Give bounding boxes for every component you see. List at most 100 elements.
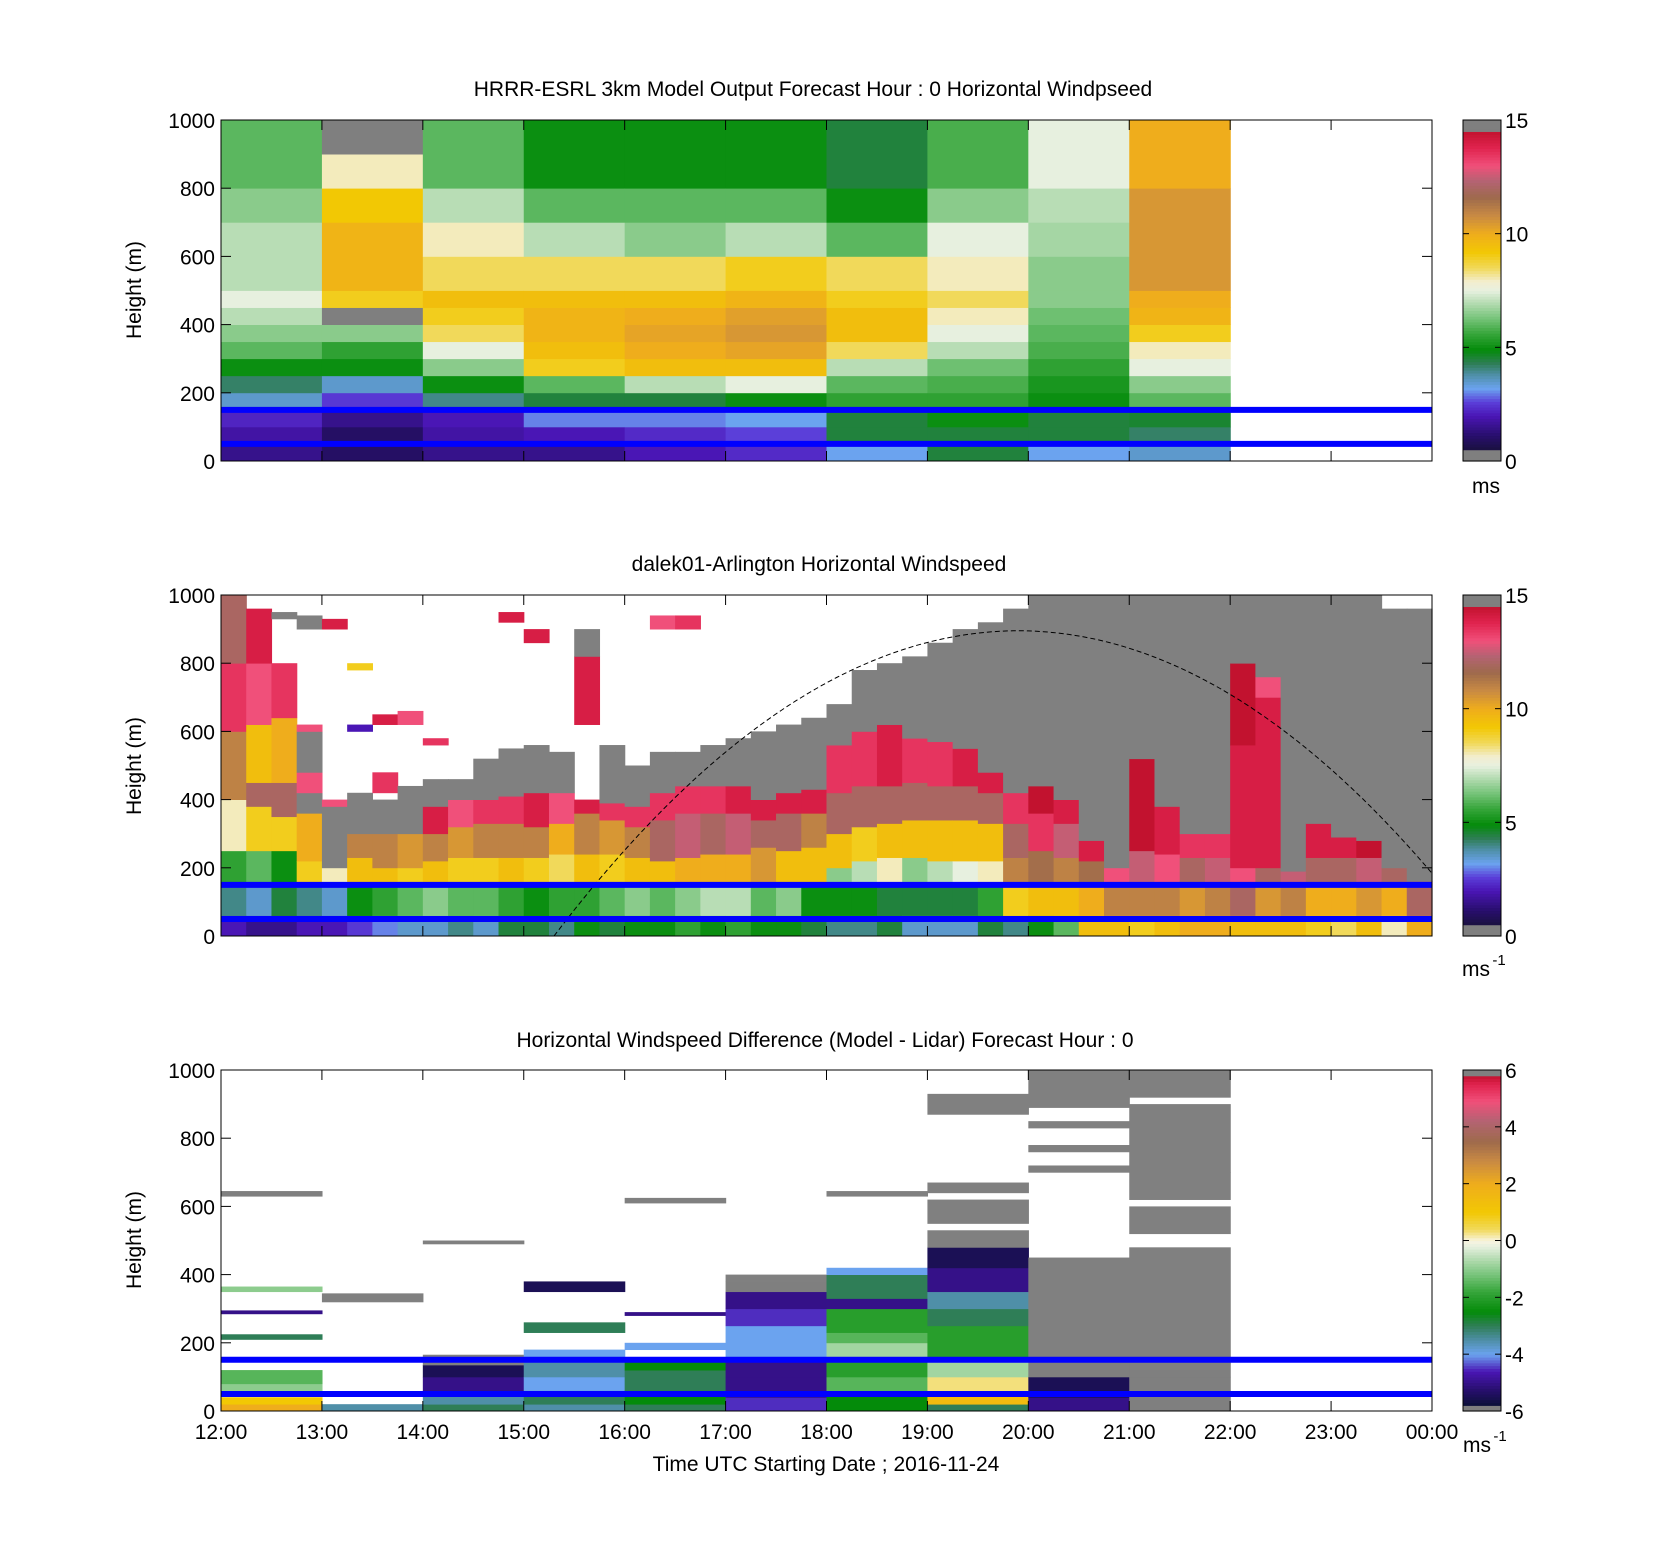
heatmap-cell [523, 1281, 626, 1293]
heatmap-cell [523, 120, 626, 189]
heatmap-cell [221, 426, 323, 445]
heatmap-cell [1028, 120, 1130, 189]
heatmap-cell [1331, 857, 1357, 886]
heatmap-cell [372, 833, 399, 869]
heatmap-cell [321, 222, 424, 291]
colorbar-swatch [1463, 1251, 1501, 1256]
heatmap-cell [1028, 409, 1130, 428]
heatmap-cell [372, 799, 399, 835]
colorbar-swatch [1463, 882, 1501, 886]
x-tick-label: 00:00 [1406, 1421, 1459, 1444]
heatmap-cell [700, 785, 727, 814]
colorbar-swatch [1463, 1183, 1501, 1188]
heatmap-cell [1129, 1172, 1231, 1200]
colorbar-swatch [1463, 284, 1501, 289]
colorbar-swatch [1463, 1149, 1501, 1154]
heatmap-cell [725, 813, 752, 855]
colorbar-tick-label: -6 [1505, 1401, 1524, 1424]
heatmap-cell [221, 120, 323, 189]
heatmap-cell [296, 772, 323, 794]
heatmap-cell [397, 867, 424, 886]
heatmap-cell [548, 854, 575, 886]
heatmap-cell [952, 748, 979, 787]
colorbar-swatch [1463, 242, 1501, 246]
panel-model-reference-lines [221, 406, 1432, 447]
y-tick-label: 600 [180, 721, 215, 744]
heatmap-cell [321, 120, 424, 155]
heatmap-cell [246, 724, 273, 783]
heatmap-cell [321, 409, 424, 428]
x-tick-label: 23:00 [1305, 1421, 1358, 1444]
heatmap-cell [1129, 392, 1231, 411]
colorbar-swatch [1463, 1070, 1501, 1074]
heatmap-cell [296, 860, 323, 886]
heatmap-cell [246, 608, 273, 664]
heatmap-cell [1028, 358, 1130, 377]
heatmap-cell [1381, 867, 1408, 886]
heatmap-cell [221, 595, 247, 664]
colorbar-swatch [1463, 1212, 1501, 1216]
heatmap-cell [296, 724, 323, 732]
colorbar-swatch [1463, 1135, 1501, 1139]
heatmap-cell [523, 1376, 626, 1391]
heatmap-cell [876, 823, 903, 858]
colorbar-swatch [1463, 853, 1501, 858]
heatmap-cell [321, 618, 348, 630]
heatmap-cell [826, 884, 853, 916]
colorbar-swatch [1463, 134, 1501, 138]
colorbar-swatch [1463, 378, 1501, 383]
heatmap-cell [826, 792, 853, 835]
colorbar-swatch [1463, 191, 1501, 195]
heatmap-cell [927, 290, 1029, 308]
heatmap-cell [826, 867, 853, 886]
heatmap-cell [1255, 867, 1282, 886]
heatmap-cell [1305, 823, 1332, 858]
colorbar-swatch [1463, 1362, 1501, 1367]
colorbar-swatch [1463, 307, 1501, 311]
heatmap-cell [448, 826, 474, 858]
heatmap-cell [725, 1359, 828, 1378]
colorbar-swatch [1463, 1146, 1501, 1151]
heatmap-cell [952, 820, 979, 862]
heatmap-cell [397, 833, 424, 869]
heatmap-cell [1028, 785, 1055, 814]
heatmap-cell [927, 1199, 1029, 1224]
colorbar-swatch [1463, 859, 1501, 863]
heatmap-cell [1129, 1206, 1231, 1235]
colorbar-swatch [1463, 321, 1501, 326]
heatmap-cell [1255, 676, 1282, 698]
heatmap-cell [221, 324, 323, 343]
heatmap-cell [1028, 884, 1055, 916]
heatmap-cell [1129, 884, 1156, 916]
panel-difference-colorbar-unit: ms [1463, 1434, 1491, 1457]
colorbar-swatch [1463, 145, 1501, 150]
colorbar-swatch [1463, 341, 1501, 346]
colorbar-swatch [1463, 1160, 1501, 1165]
y-tick-label: 800 [180, 178, 215, 201]
colorbar-swatch [1463, 350, 1501, 354]
colorbar-swatch [1463, 367, 1501, 371]
x-tick-label: 16:00 [598, 1421, 651, 1444]
colorbar-tick-label: 5 [1505, 812, 1517, 835]
colorbar-swatch [1463, 438, 1501, 442]
heatmap-cell [876, 663, 903, 725]
heatmap-cell [1028, 850, 1055, 886]
panel-difference: Horizontal Windspeed Difference (Model -… [123, 1029, 1524, 1476]
heatmap-cell [1129, 1393, 1231, 1412]
heatmap-cell [725, 290, 828, 308]
heatmap-cell [1003, 884, 1029, 916]
colorbar-swatch [1463, 756, 1501, 761]
colorbar-frame [1462, 594, 1502, 937]
panel-difference-title: Horizontal Windspeed Difference (Model -… [516, 1029, 1133, 1052]
colorbar-swatch [1463, 774, 1501, 778]
heatmap-cell [321, 884, 348, 916]
heatmap-cell [927, 120, 1029, 189]
colorbar-swatch [1463, 1214, 1501, 1219]
colorbar-swatch [1463, 643, 1501, 647]
heatmap-cell [523, 745, 550, 794]
colorbar-swatch [1463, 208, 1501, 212]
colorbar-frame [1462, 119, 1502, 462]
panel-model-title: HRRR-ESRL 3km Model Output Forecast Hour… [474, 78, 1152, 101]
heatmap-cell [624, 256, 727, 291]
heatmap-cell [725, 1397, 828, 1412]
